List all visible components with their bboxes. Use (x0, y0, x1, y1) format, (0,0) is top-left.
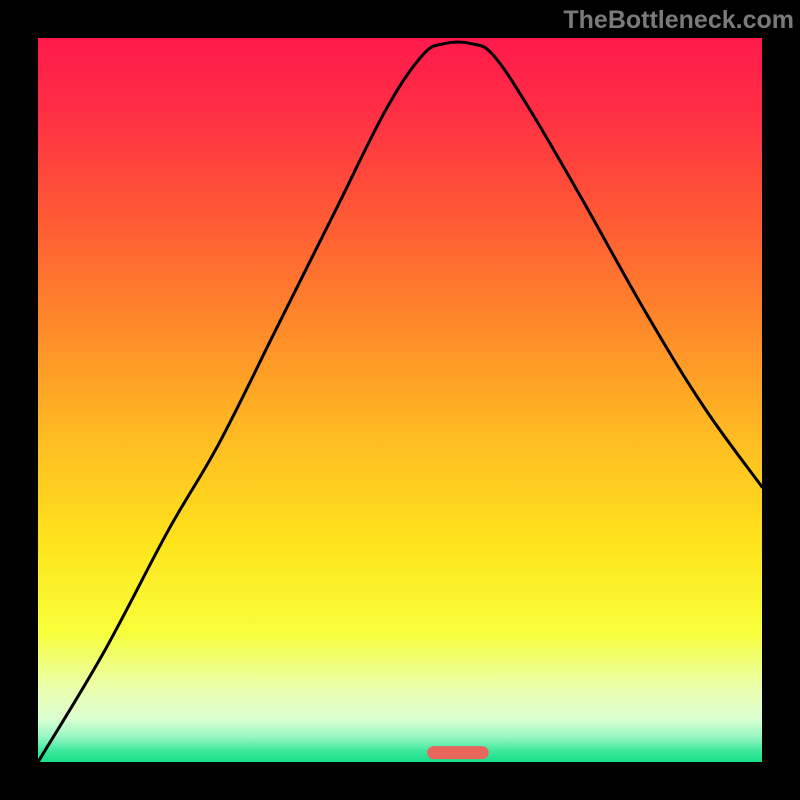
watermark-text: TheBottleneck.com (563, 6, 794, 35)
plot-area (38, 38, 762, 762)
chart-svg (38, 38, 762, 762)
chart-container: TheBottleneck.com (0, 0, 800, 800)
optimum-marker (427, 746, 489, 759)
gradient-background (38, 38, 762, 762)
